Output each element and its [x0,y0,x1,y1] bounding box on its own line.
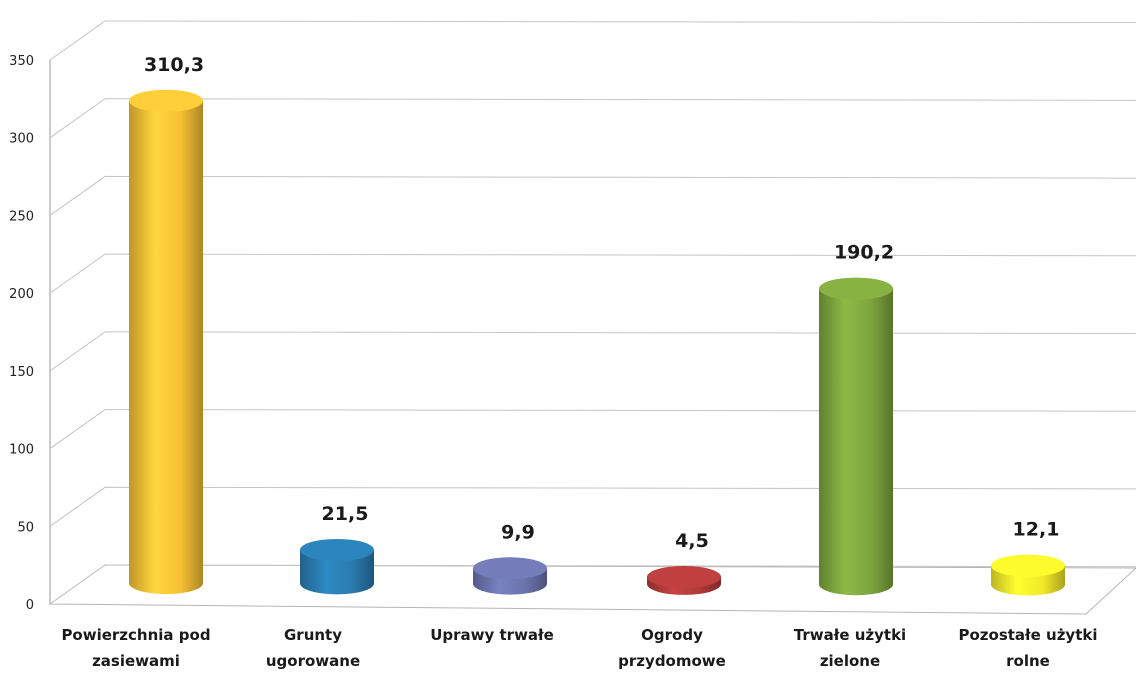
bar-top [647,565,721,588]
x-tick-label: Pozostałe użytki [959,626,1098,644]
y-tick-label: 150 [9,365,34,380]
x-tick-label: Trwałe użytki [794,626,906,644]
gridline [49,20,1136,61]
data-label: 190,2 [834,242,894,264]
data-label: 21,5 [322,503,369,525]
gridline [49,409,1136,449]
bar-top [129,89,203,112]
bar-top [991,554,1065,577]
y-tick-label: 50 [17,520,34,535]
y-tick-label: 350 [9,54,34,69]
bar-top [819,277,893,300]
x-axis-labels: Powierzchnia pod zasiewami Grunty ugorowane… [61,626,1098,670]
x-tick-label: Uprawy trwałe [430,626,554,644]
bar [991,554,1065,596]
gridline [49,175,1136,216]
x-tick-label: Grunty [284,626,342,644]
bar-body [300,549,374,595]
x-tick-label: zielone [820,652,880,669]
bar [473,557,547,595]
bar-body [129,100,203,595]
bar [647,565,721,595]
y-axis-ticks: 0 50 100 150 200 250 300 350 [9,54,34,613]
gridline [49,564,1136,605]
bar [819,277,893,596]
chart-floor [48,564,1136,615]
bar [300,538,374,595]
bar-body [819,288,893,596]
y-tick-label: 100 [9,443,34,458]
gridline [49,98,1136,139]
bar-top [473,557,547,580]
x-tick-label: zasiewami [92,652,180,669]
x-tick-label: ugorowane [266,652,360,669]
gridline [49,331,1136,372]
y-tick-label: 250 [9,209,34,224]
data-label: 4,5 [675,530,709,552]
bar-top [300,538,374,561]
gridlines [49,20,1136,605]
y-tick-label: 300 [9,132,34,147]
chart-walls [48,60,1136,615]
gridline [49,253,1136,294]
x-tick-label: Ogrody [641,626,703,644]
data-label: 310,3 [144,54,204,76]
x-tick-label: rolne [1006,652,1050,669]
y-tick-label: 200 [9,287,34,302]
data-label: 12,1 [1013,519,1060,541]
y-tick-label: 0 [26,598,34,613]
data-label: 9,9 [501,521,535,543]
bars: 310,3 21,5 9,9 4,5 190,2 12,1 [129,54,1065,596]
x-tick-label: przydomowe [618,652,726,669]
bar [129,89,203,595]
gridline [49,486,1136,527]
x-tick-label: Powierzchnia pod [61,626,210,644]
